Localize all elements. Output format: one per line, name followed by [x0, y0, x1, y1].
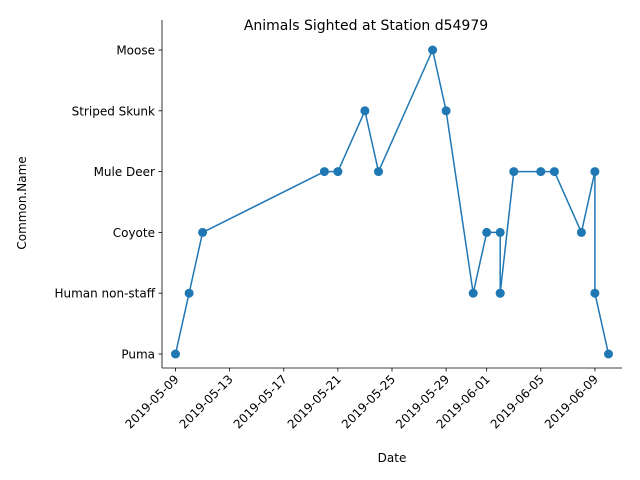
data-point	[374, 167, 383, 177]
data-point	[604, 349, 613, 359]
data-point	[590, 167, 600, 177]
plot-area	[171, 45, 613, 359]
x-axis-label: Date	[378, 451, 407, 465]
data-point	[360, 106, 370, 116]
data-point	[441, 106, 451, 116]
data-point	[319, 167, 329, 177]
data-point	[184, 288, 194, 298]
data-point	[549, 167, 559, 177]
y-axis: Puma Human non-staff Coyote Mule Deer Stripe…	[54, 44, 162, 362]
y-axis-label: Common.Name	[15, 156, 29, 249]
y-tick-label: Puma	[121, 348, 155, 362]
data-point	[590, 288, 600, 298]
data-point	[495, 288, 505, 298]
y-tick-label: Coyote	[113, 226, 155, 240]
data-point	[171, 349, 180, 359]
data-point	[428, 45, 438, 55]
data-point	[536, 167, 546, 177]
data-point	[198, 227, 208, 237]
data-point	[482, 227, 492, 237]
y-tick-label: Mule Deer	[94, 165, 155, 179]
y-tick-label: Moose	[116, 44, 155, 58]
data-point	[576, 227, 586, 237]
data-point	[509, 167, 519, 177]
data-point	[495, 227, 505, 237]
data-point	[468, 288, 478, 298]
data-point	[333, 167, 343, 177]
y-tick-label: Human non-staff	[54, 287, 155, 301]
y-tick-label: Striped Skunk	[72, 104, 155, 118]
chart-title: Animals Sighted at Station d54979	[244, 18, 488, 34]
